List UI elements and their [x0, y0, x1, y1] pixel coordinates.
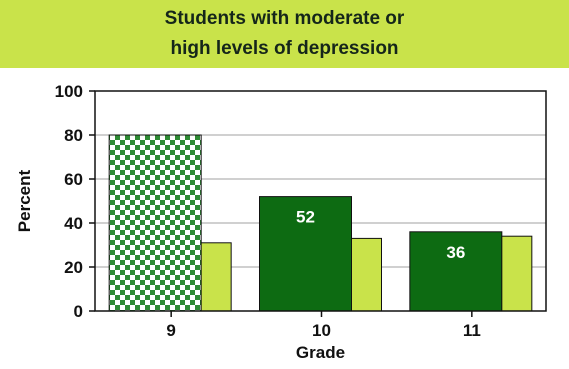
bar-series2-grade-9: [200, 242, 232, 312]
y-tick-label-20: 20: [64, 258, 83, 277]
plot-frame: [94, 90, 547, 312]
chart-title-line-1: Students with moderate or: [164, 8, 405, 29]
bar-series1-grade-9: [108, 134, 202, 312]
bar-series1-grade-10: [259, 196, 352, 312]
chart-title-line-2: high levels of depression: [170, 38, 399, 59]
chart-title-banner: Students with moderate or high levels of…: [0, 0, 569, 68]
bars: 52 36: [108, 134, 533, 312]
x-tick-label-9: 9: [166, 321, 175, 340]
x-axis-title: Grade: [296, 343, 345, 362]
y-tick-label-0: 0: [74, 302, 83, 321]
bar-series2-grade-10: [351, 237, 382, 312]
data-label-grade-10: 52: [296, 208, 315, 227]
y-tick-label-40: 40: [64, 214, 83, 233]
data-label-grade-11: 36: [446, 243, 465, 262]
x-tick-label-11: 11: [463, 321, 481, 340]
bar-series2-grade-11: [501, 235, 533, 312]
axes: 0 20 40 60 80 100 9 10 11: [55, 82, 547, 340]
y-tick-label-80: 80: [64, 126, 83, 145]
y-tick-label-100: 100: [55, 82, 83, 101]
y-tick-label-60: 60: [64, 170, 83, 189]
y-axis-title: Percent: [15, 169, 34, 232]
x-tick-label-10: 10: [312, 321, 331, 340]
